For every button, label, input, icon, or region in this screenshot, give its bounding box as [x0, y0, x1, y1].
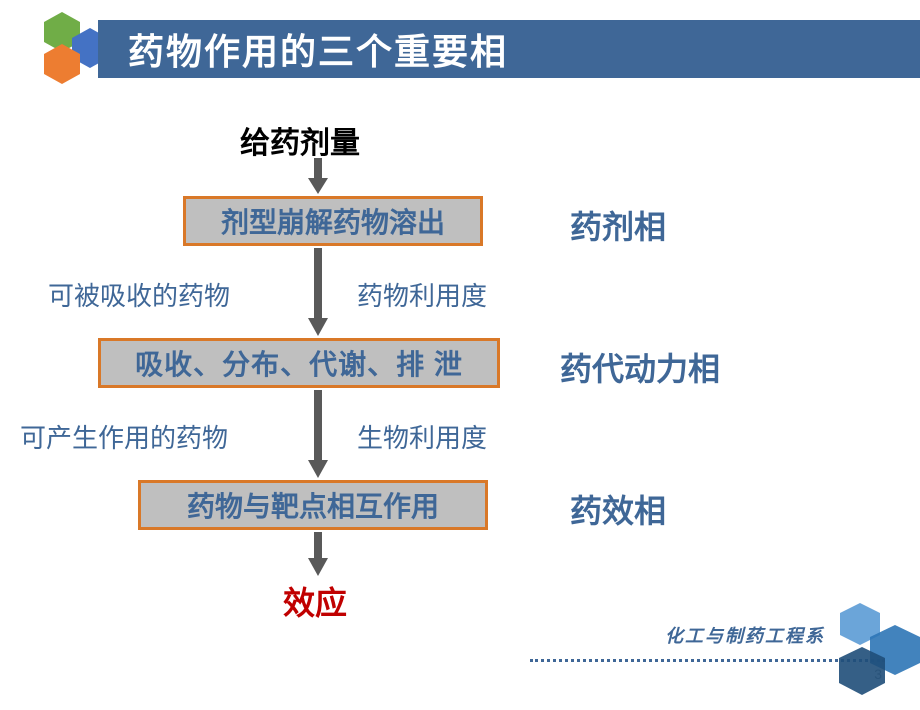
phase-label-3: 药效相 [570, 486, 666, 532]
arrow-1 [308, 158, 328, 194]
arrow-3 [308, 390, 328, 478]
phase-label-1: 药剂相 [570, 202, 666, 248]
mid-right-2: 生物利用度 [357, 418, 487, 455]
title-bar: 药物作用的三个重要相 [98, 20, 920, 78]
flowchart-area: 给药剂量 剂型崩解药物溶出 药剂相 可被吸收的药物 药物利用度 吸收、分布、代谢… [0, 78, 920, 690]
footer-text: 化工与制药工程系 [665, 622, 825, 648]
phase-label-2: 药代动力相 [560, 344, 720, 390]
phase-box-2: 吸收、分布、代谢、排 泄 [98, 338, 500, 388]
end-label: 效应 [283, 578, 347, 624]
corner-hexes [820, 595, 920, 710]
mid-left-1: 可被吸收的药物 [48, 276, 230, 313]
mid-left-2: 可产生作用的药物 [20, 418, 228, 455]
mid-right-1: 药物利用度 [357, 276, 487, 313]
slide-title: 药物作用的三个重要相 [128, 23, 508, 75]
arrow-2 [308, 248, 328, 336]
phase-box-1: 剂型崩解药物溶出 [183, 196, 483, 246]
slide-header: 药物作用的三个重要相 [0, 0, 920, 78]
start-label: 给药剂量 [240, 118, 360, 162]
phase-box-3: 药物与靶点相互作用 [138, 480, 488, 530]
arrow-4 [308, 532, 328, 576]
